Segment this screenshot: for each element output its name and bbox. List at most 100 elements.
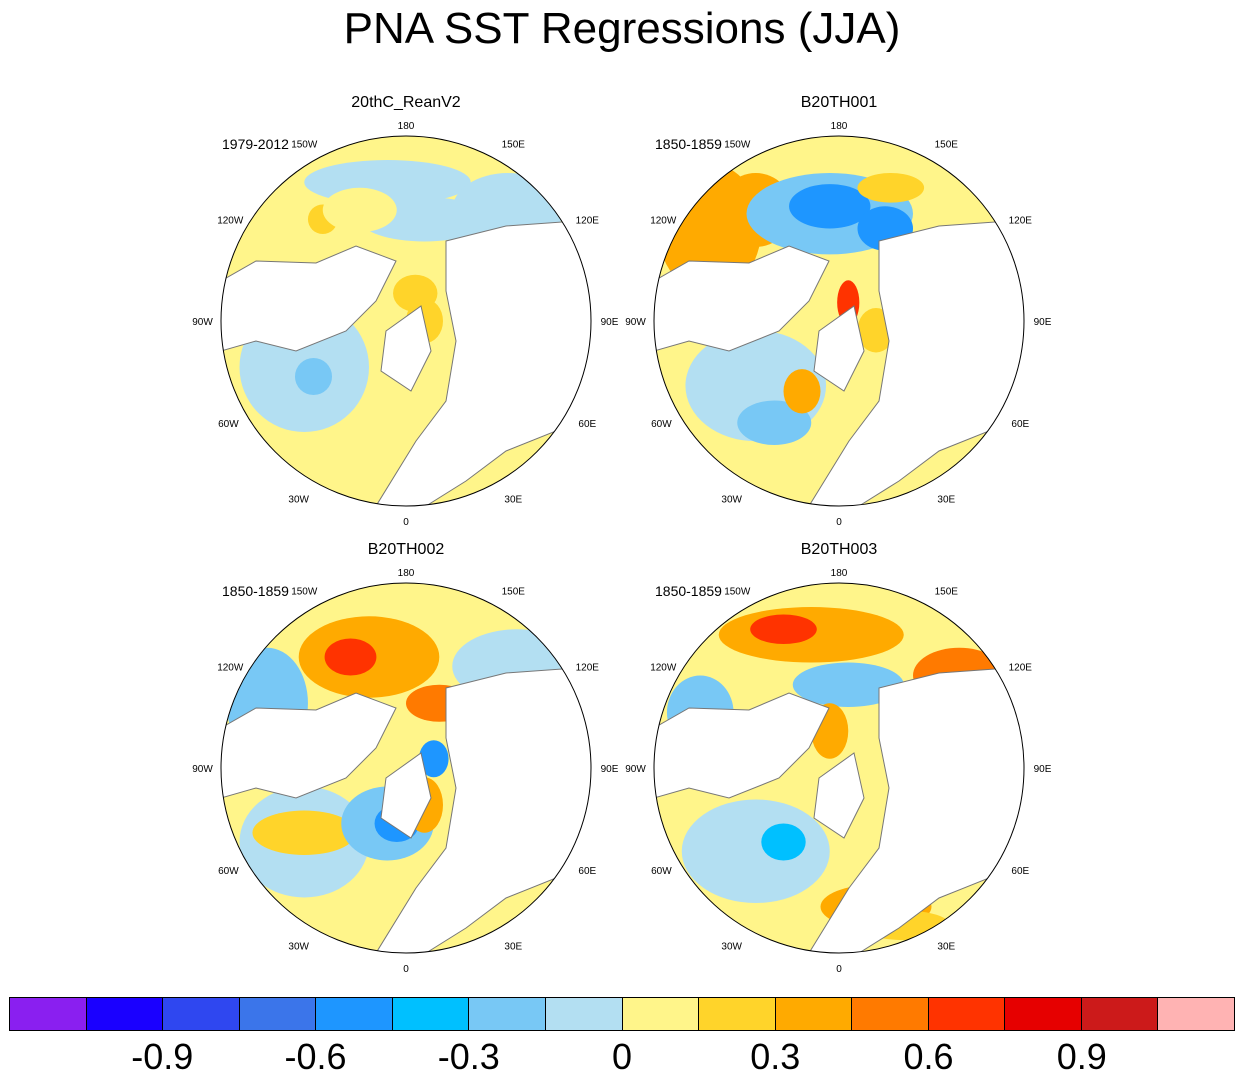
land-mass bbox=[221, 245, 397, 352]
figure-title: PNA SST Regressions (JJA) bbox=[343, 4, 901, 53]
colorbar-segment bbox=[1005, 998, 1082, 1030]
sst-field bbox=[654, 136, 1024, 506]
colorbar-segment bbox=[392, 998, 470, 1030]
anomaly-region bbox=[761, 823, 806, 861]
longitude-label-ene: 120E bbox=[1009, 215, 1033, 226]
longitude-label-w: 90W bbox=[192, 317, 213, 328]
colorbar-tick-label: 0.6 bbox=[903, 1036, 954, 1077]
anomaly-region bbox=[750, 614, 817, 645]
panel-title: B20TH003 bbox=[800, 541, 878, 558]
longitude-label-se: 30E bbox=[504, 942, 522, 953]
panel-period: 1979-2012 bbox=[222, 136, 289, 152]
colorbar bbox=[9, 997, 1235, 1031]
map-boundary bbox=[653, 135, 1025, 507]
colorbar-tick-label: -0.3 bbox=[437, 1036, 500, 1077]
longitude-label-ene: 120E bbox=[576, 215, 600, 226]
land-mass bbox=[221, 692, 397, 799]
longitude-label-n: 180 bbox=[831, 121, 848, 132]
longitude-label-n: 180 bbox=[398, 568, 415, 579]
longitude-label-ese: 60E bbox=[1011, 419, 1029, 430]
land-mass bbox=[813, 305, 865, 392]
longitude-label-ese: 60E bbox=[578, 419, 596, 430]
polar-map: 180 150W 150E 120W 120E 90W 90E 60W 60E 30W 30E 0 bbox=[625, 568, 1052, 975]
map-panel-b20th003: B20TH003 1850-1859 180 150W 150E 120W 120E 90… bbox=[619, 541, 1059, 975]
colorbar-segment bbox=[1158, 998, 1234, 1030]
longitude-label-se: 30E bbox=[937, 495, 955, 506]
longitude-label-w: 90W bbox=[192, 764, 213, 775]
colorbar-segment bbox=[469, 998, 546, 1030]
longitude-label-e: 90E bbox=[1034, 764, 1052, 775]
colorbar-segment bbox=[86, 998, 164, 1030]
longitude-label-ese: 60E bbox=[1011, 866, 1029, 877]
map-boundary bbox=[220, 135, 592, 507]
panel-title: B20TH001 bbox=[800, 94, 878, 111]
longitude-label-s: 0 bbox=[403, 964, 409, 975]
longitude-label-e: 90E bbox=[601, 317, 619, 328]
panel-period: 1850-1859 bbox=[222, 583, 289, 599]
anomaly-region bbox=[324, 638, 377, 676]
colorbar-segment bbox=[316, 998, 393, 1030]
longitude-label-sw: 30W bbox=[288, 942, 309, 953]
longitude-label-ese: 60E bbox=[578, 866, 596, 877]
longitude-label-w: 90W bbox=[625, 764, 646, 775]
anomaly-region bbox=[295, 358, 332, 395]
colorbar-segment bbox=[775, 998, 853, 1030]
colorbar-tick-label: 0.3 bbox=[750, 1036, 801, 1077]
panel-period: 1850-1859 bbox=[655, 136, 722, 152]
longitude-label-wsw: 60W bbox=[651, 419, 672, 430]
longitude-label-s: 0 bbox=[836, 964, 842, 975]
anomaly-region bbox=[737, 400, 812, 445]
land-mass bbox=[380, 305, 432, 392]
longitude-label-n: 180 bbox=[398, 121, 415, 132]
longitude-label-sw: 30W bbox=[721, 495, 742, 506]
longitude-label-wsw: 60W bbox=[218, 419, 239, 430]
anomaly-region bbox=[681, 799, 830, 904]
longitude-label-wsw: 60W bbox=[218, 866, 239, 877]
anomaly-region bbox=[322, 187, 397, 233]
colorbar-segment bbox=[852, 998, 929, 1030]
longitude-label-se: 30E bbox=[504, 495, 522, 506]
colorbar-segment bbox=[928, 998, 1006, 1030]
colorbar-segment bbox=[239, 998, 317, 1030]
longitude-label-wnw: 120W bbox=[650, 662, 677, 673]
map-panel-b20th001: B20TH001 1850-1859 180 150W 150E 120W 120E 90… bbox=[619, 94, 1059, 528]
map-panel-b20th002: B20TH002 1850-1859 180 150W 150E 120W 120E 90… bbox=[186, 541, 626, 975]
land-mass bbox=[813, 752, 865, 839]
colorbar-segment bbox=[699, 998, 776, 1030]
anomaly-region bbox=[252, 810, 357, 855]
anomaly-region bbox=[792, 662, 904, 707]
longitude-label-sw: 30W bbox=[721, 942, 742, 953]
longitude-label-ne: 150E bbox=[502, 139, 526, 150]
longitude-label-ne: 150E bbox=[935, 586, 959, 597]
longitude-label-se: 30E bbox=[937, 942, 955, 953]
longitude-label-nw: 150W bbox=[291, 586, 318, 597]
longitude-label-ne: 150E bbox=[935, 139, 959, 150]
longitude-label-nw: 150W bbox=[291, 139, 318, 150]
polar-map: 180 150W 150E 120W 120E 90W 90E 60W 60E 30W 30E 0 bbox=[192, 121, 619, 528]
longitude-label-s: 0 bbox=[836, 517, 842, 528]
colorbar-segment bbox=[163, 998, 240, 1030]
land-mass bbox=[380, 752, 432, 839]
sst-field bbox=[654, 583, 1024, 953]
colorbar-tick-label: -0.6 bbox=[284, 1036, 347, 1077]
longitude-label-ene: 120E bbox=[576, 662, 600, 673]
colorbar-tick-label: 0 bbox=[611, 1036, 633, 1077]
land-mass bbox=[654, 245, 830, 352]
longitude-label-wnw: 120W bbox=[217, 215, 244, 226]
panel-period: 1850-1859 bbox=[655, 583, 722, 599]
longitude-label-nw: 150W bbox=[724, 139, 751, 150]
colorbar-segment bbox=[10, 998, 87, 1030]
land-mass bbox=[654, 692, 830, 799]
longitude-label-nw: 150W bbox=[724, 586, 751, 597]
longitude-label-sw: 30W bbox=[288, 495, 309, 506]
longitude-label-wnw: 120W bbox=[217, 662, 244, 673]
anomaly-region bbox=[418, 740, 449, 778]
longitude-label-w: 90W bbox=[625, 317, 646, 328]
colorbar-segment bbox=[1081, 998, 1159, 1030]
anomaly-region bbox=[783, 369, 821, 414]
map-boundary bbox=[220, 582, 592, 954]
longitude-label-n: 180 bbox=[831, 568, 848, 579]
longitude-label-ne: 150E bbox=[502, 586, 526, 597]
map-boundary bbox=[653, 582, 1025, 954]
longitude-label-e: 90E bbox=[601, 764, 619, 775]
